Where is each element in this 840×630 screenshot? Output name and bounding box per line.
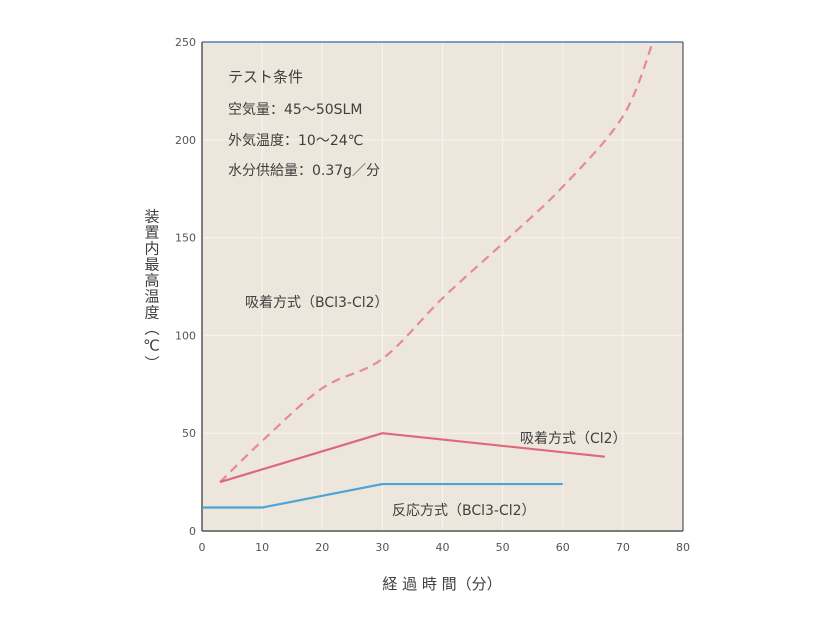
- series-line-2: [202, 482, 563, 509]
- series-label-adsorption-bcl3: 吸着方式（BCl3-Cl2）: [245, 295, 389, 311]
- series-line-0: [219, 41, 654, 483]
- conditions-title: テスト条件: [228, 68, 304, 86]
- x-tick-label: 0: [199, 541, 206, 554]
- x-tick-label: 70: [616, 541, 630, 554]
- condition-outside-temp: 外気温度：10〜24℃: [228, 133, 364, 149]
- x-tick-label: 60: [556, 541, 570, 554]
- x-axis-label: 経 過 時 間（分）: [382, 575, 502, 593]
- x-tick-label: 30: [375, 541, 389, 554]
- y-tick-label: 250: [175, 36, 196, 49]
- series-label-reaction-bcl3: 反応方式（BCl3-Cl2）: [392, 503, 536, 519]
- x-tick-label: 20: [315, 541, 329, 554]
- y-tick-label: 50: [182, 427, 196, 440]
- condition-water-supply: 水分供給量：0.37g／分: [228, 163, 381, 179]
- y-tick-label: 200: [175, 134, 196, 147]
- x-tick-label: 10: [255, 541, 269, 554]
- x-tick-label: 80: [676, 541, 690, 554]
- y-tick-label: 150: [175, 232, 196, 245]
- y-tick-label: 0: [189, 525, 196, 538]
- condition-air-volume: 空気量：45〜50SLM: [228, 102, 363, 118]
- y-tick-label: 100: [175, 329, 196, 342]
- y-axis-label: 装置内最高温度（℃）: [142, 208, 161, 372]
- series-label-adsorption-cl2: 吸着方式（Cl2）: [520, 431, 627, 447]
- x-tick-label: 40: [436, 541, 450, 554]
- series-line-1: [219, 432, 605, 484]
- x-tick-label: 50: [496, 541, 510, 554]
